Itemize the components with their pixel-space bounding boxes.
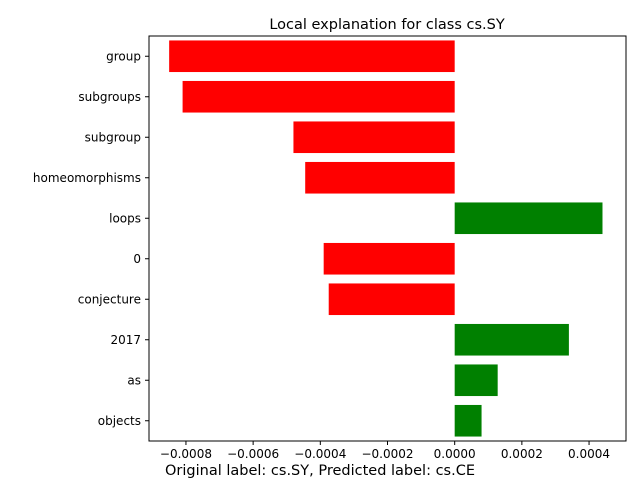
y-tick-label: 2017 xyxy=(110,333,141,347)
y-axis-ticks: group subgroups subgroup homeomorphisms loop… xyxy=(33,49,149,428)
bars-layer xyxy=(169,40,603,437)
y-tick-label: group xyxy=(106,49,141,63)
bar-subgroup xyxy=(293,121,455,154)
x-tick-label: −0.0004 xyxy=(294,447,346,461)
bar-loops xyxy=(454,202,603,235)
y-tick-label: subgroup xyxy=(85,130,141,144)
y-tick-label: loops xyxy=(109,211,141,225)
bar-as xyxy=(454,364,498,397)
bar-2017 xyxy=(454,323,569,356)
y-tick-label: 0 xyxy=(133,252,141,266)
x-tick-label: 0.0004 xyxy=(568,447,610,461)
bar-conjecture xyxy=(328,283,455,316)
bar-objects xyxy=(454,404,482,437)
plot-frame xyxy=(148,35,627,442)
y-tick-label: homeomorphisms xyxy=(33,171,141,185)
bar-0 xyxy=(323,242,455,275)
bar-subgroups xyxy=(182,80,455,113)
x-tick-label: 0.0000 xyxy=(434,447,476,461)
y-tick-label: subgroups xyxy=(78,90,141,104)
y-tick-label: as xyxy=(127,373,141,387)
x-tick-label: −0.0008 xyxy=(160,447,212,461)
bar-homeomorphisms xyxy=(305,161,455,194)
x-tick-label: −0.0002 xyxy=(361,447,413,461)
y-tick-label: objects xyxy=(98,414,141,428)
bar-group xyxy=(169,40,455,73)
x-axis-ticks: −0.0008 −0.0006 −0.0004 −0.0002 0.0000 0.0002… xyxy=(160,441,610,461)
x-tick-label: 0.0002 xyxy=(501,447,543,461)
x-tick-label: −0.0006 xyxy=(227,447,279,461)
chart-title: Local explanation for class cs.SY xyxy=(269,17,505,33)
chart-caption: Original label: cs.SY, Predicted label: … xyxy=(165,463,475,479)
y-tick-label: conjecture xyxy=(78,292,141,306)
